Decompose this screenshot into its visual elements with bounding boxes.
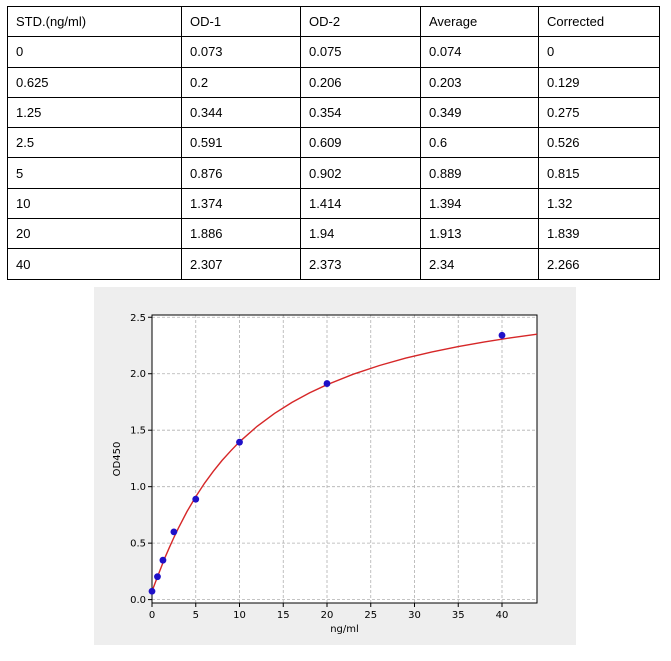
cell-od1: 1.886 [181,218,301,250]
cell-od2: 0.609 [300,127,421,159]
cell-corrected: 0.275 [538,96,660,129]
x-tick-label: 0 [149,610,155,621]
table-row: 2.5 0.591 0.609 0.6 0.526 [7,127,660,159]
cell-corrected: 0 [538,36,660,68]
cell-std: 10 [7,187,182,220]
cell-od1: 0.2 [181,66,301,98]
x-tick-label: 10 [233,610,246,621]
header-cell-od2: OD-2 [300,5,421,38]
cell-od2: 2.373 [300,248,421,280]
data-point [159,556,167,564]
cell-od2: 0.075 [300,36,421,68]
x-tick-label: 30 [408,610,421,621]
plot-area [152,315,537,603]
x-tick-label: 40 [496,610,509,621]
cell-od1: 1.374 [181,187,301,220]
cell-od2: 1.414 [300,187,421,220]
y-tick-label: 0.0 [130,595,146,606]
y-tick-label: 1.5 [130,426,146,437]
header-cell-std: STD.(ng/ml) [7,5,182,38]
cell-corrected: 0.815 [538,157,660,189]
x-tick-label: 5 [193,610,199,621]
data-point [498,331,506,339]
cell-std: 0 [7,36,182,68]
cell-std: 20 [7,218,182,250]
cell-average: 1.913 [420,218,539,250]
y-tick-label: 2.5 [130,313,146,324]
table-header-row: STD.(ng/ml) OD-1 OD-2 Average Corrected [7,5,660,38]
table-row: 0 0.073 0.075 0.074 0 [7,36,660,68]
standard-curve-chart: 0 5 10 15 20 25 30 35 40 0.0 0.5 1.0 1.5 2.0 2.5 ng/ml O… [94,287,576,645]
cell-average: 0.6 [420,127,539,159]
cell-corrected: 2.266 [538,248,660,280]
y-tick-label: 2.0 [130,369,146,380]
cell-od2: 0.902 [300,157,421,189]
cell-std: 1.25 [7,96,182,129]
y-tick-label: 0.5 [130,539,146,550]
axes-frame [151,314,538,604]
cell-std: 0.625 [7,66,182,98]
cell-std: 2.5 [7,127,182,159]
data-point [323,380,331,387]
cell-od1: 0.344 [181,96,301,129]
cell-std: 5 [7,157,182,189]
cell-od1: 0.073 [181,36,301,68]
data-point [170,528,178,536]
cell-average: 0.889 [420,157,539,189]
cell-average: 0.349 [420,96,539,129]
cell-od2: 0.206 [300,66,421,98]
chart-svg: 0 5 10 15 20 25 30 35 40 0.0 0.5 1.0 1.5 2.0 2.5 ng/ml O… [112,313,538,635]
data-point [236,438,243,446]
table-row: 0.625 0.2 0.206 0.203 0.129 [7,66,660,98]
cell-corrected: 0.526 [538,127,660,159]
y-axis-label: OD450 [112,442,123,477]
x-tick-label: 20 [321,610,334,621]
header-cell-od1: OD-1 [181,5,301,38]
header-cell-average: Average [420,5,539,38]
x-tick-label: 15 [277,610,290,621]
cell-std: 40 [7,248,182,280]
standard-curve-table: STD.(ng/ml) OD-1 OD-2 Average Corrected 0 0.07… [7,5,660,280]
cell-average: 2.34 [420,248,539,280]
cell-od2: 0.354 [300,96,421,129]
table-row: 10 1.374 1.414 1.394 1.32 [7,187,660,220]
table-row: 40 2.307 2.373 2.34 2.266 [7,248,660,280]
table-row: 5 0.876 0.902 0.889 0.815 [7,157,660,189]
table-row: 1.25 0.344 0.354 0.349 0.275 [7,96,660,129]
cell-corrected: 1.32 [538,187,660,220]
x-tick-label: 35 [452,610,465,621]
cell-average: 0.074 [420,36,539,68]
cell-od1: 0.591 [181,127,301,159]
cell-average: 0.203 [420,66,539,98]
cell-average: 1.394 [420,187,539,220]
header-cell-corrected: Corrected [538,5,660,38]
cell-od2: 1.94 [300,218,421,250]
y-tick-label: 1.0 [130,482,146,493]
cell-corrected: 1.839 [538,218,660,250]
table-row: 20 1.886 1.94 1.913 1.839 [7,218,660,250]
x-tick-label: 25 [364,610,377,621]
data-point [192,495,200,503]
cell-od1: 2.307 [181,248,301,280]
data-point [148,587,156,595]
cell-corrected: 0.129 [538,66,660,98]
x-axis-label: ng/ml [330,624,359,635]
data-point [154,573,161,581]
cell-od1: 0.876 [181,157,301,189]
